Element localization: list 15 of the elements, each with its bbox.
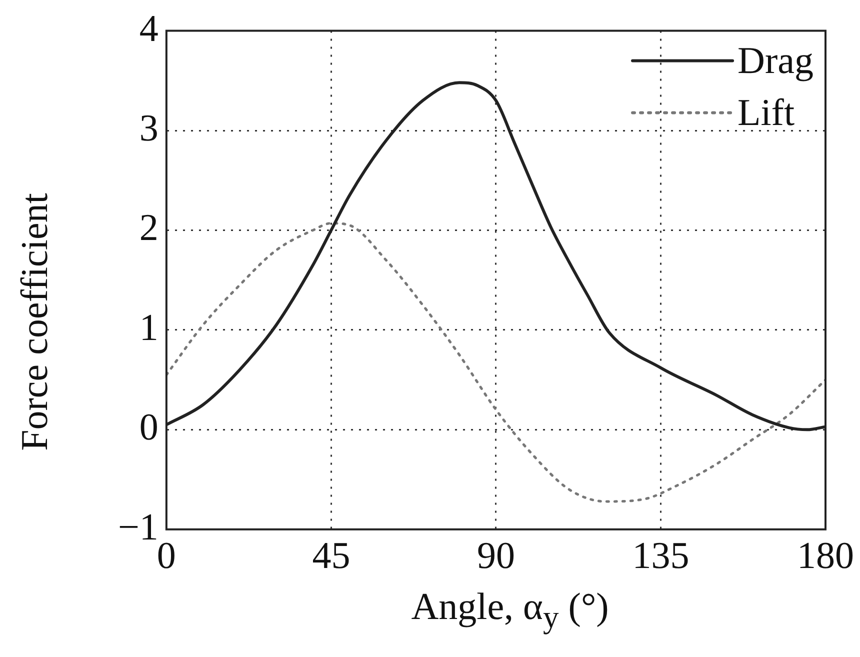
x-axis-title: Angle, α$_{y}$ (°) xyxy=(410,585,610,636)
y-tick-label: 3 xyxy=(139,108,158,150)
legend-label: Lift xyxy=(738,92,795,134)
y-axis-title: Force coefficient xyxy=(13,193,57,451)
x-tick-label: 180 xyxy=(797,535,854,578)
y-tick-label: 0 xyxy=(139,406,158,449)
y-tick-label: 2 xyxy=(139,207,158,250)
line-series xyxy=(166,222,826,503)
x-tick-label: 45 xyxy=(312,535,350,578)
y-tick-label: 4 xyxy=(139,8,158,50)
legend-label: Drag xyxy=(738,40,814,82)
y-tick-label: −1 xyxy=(118,506,158,548)
x-tick-label: 135 xyxy=(632,535,690,578)
x-tick-label: 90 xyxy=(476,535,515,578)
y-tick-label: 1 xyxy=(139,306,158,349)
